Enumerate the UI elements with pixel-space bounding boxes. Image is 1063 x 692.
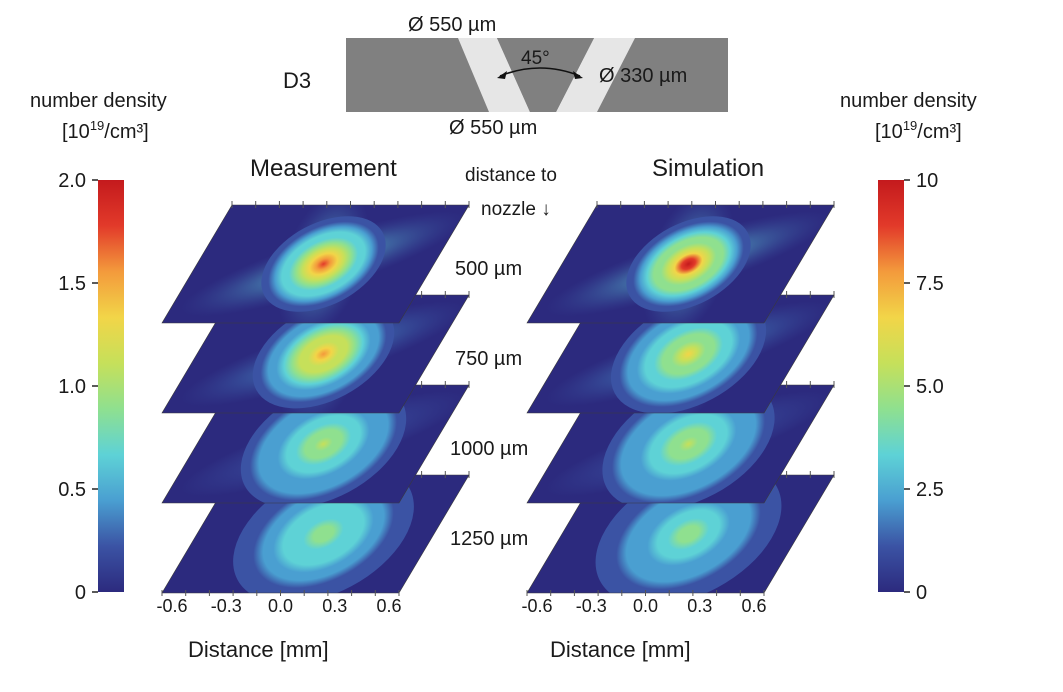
heatmap-layer bbox=[161, 201, 470, 324]
distance-label: 750 µm bbox=[455, 348, 522, 370]
measurement-title: Measurement bbox=[250, 155, 397, 182]
right-colorbar-unit: [1019/cm³] bbox=[875, 118, 962, 143]
left-colorbar-title: number density bbox=[30, 90, 167, 112]
colorbar-tick-label: 10 bbox=[916, 170, 938, 192]
colorbar-tick-label: 0 bbox=[916, 582, 927, 604]
distance-header-line1: distance to bbox=[465, 165, 557, 186]
x-tick-label: 0.6 bbox=[376, 596, 401, 616]
heatmap-layer bbox=[161, 381, 470, 504]
nozzle-top-diameter: Ø 550 µm bbox=[408, 14, 496, 36]
x-tick-label: 0.0 bbox=[268, 596, 293, 616]
nozzle-angle-arrow-right bbox=[573, 71, 583, 79]
right-colorbar-title: number density bbox=[840, 90, 977, 112]
right-unit-rest: /cm³] bbox=[917, 121, 961, 143]
heatmap-core bbox=[252, 299, 395, 409]
colorbar-tick-label: 1.5 bbox=[58, 273, 86, 295]
right-colorbar-gradient bbox=[878, 180, 904, 592]
distance-label: 500 µm bbox=[455, 258, 522, 280]
measurement-x-ticks: -0.6 -0.3 0.0 0.3 0.6 bbox=[156, 590, 402, 616]
colorbar-tick-label: 2.0 bbox=[58, 170, 86, 192]
colorbar-tick-label: 2.5 bbox=[916, 479, 944, 501]
measurement-stack bbox=[161, 201, 470, 594]
x-tick-label: 0.3 bbox=[687, 596, 712, 616]
nozzle-schematic: D3 Ø 550 µm Ø 550 µm Ø 330 µm 45° bbox=[283, 14, 728, 139]
distance-label: 1000 µm bbox=[450, 438, 528, 460]
distance-label: 1250 µm bbox=[450, 528, 528, 550]
simulation-stack bbox=[526, 201, 835, 594]
x-tick-label: 0.6 bbox=[741, 596, 766, 616]
heatmap-outline bbox=[526, 204, 835, 324]
x-tick-label: -0.6 bbox=[521, 596, 552, 616]
left-unit-exp: 19 bbox=[90, 118, 104, 133]
x-tick-label: -0.3 bbox=[211, 596, 242, 616]
nozzle-label: D3 bbox=[283, 68, 311, 93]
right-unit-exp: 19 bbox=[903, 118, 917, 133]
x-tick-label: 0.0 bbox=[633, 596, 658, 616]
colorbar-tick-label: 7.5 bbox=[916, 273, 944, 295]
heatmap-core bbox=[261, 216, 386, 312]
simulation-title: Simulation bbox=[652, 155, 764, 182]
colorbar-tick-label: 1.0 bbox=[58, 376, 86, 398]
nozzle-throat-diameter: Ø 330 µm bbox=[599, 65, 687, 87]
right-colorbar: number density [1019/cm³] 0 2.5 5.0 7.5 10 bbox=[840, 90, 977, 604]
nozzle-angle-arrow-left bbox=[497, 71, 507, 79]
left-unit-base: [10 bbox=[62, 121, 90, 143]
heatmap-core bbox=[626, 216, 751, 312]
nozzle-angle: 45° bbox=[521, 48, 550, 69]
left-colorbar-gradient bbox=[98, 180, 124, 592]
colorbar-tick-label: 0.5 bbox=[58, 479, 86, 501]
left-unit-rest: /cm³] bbox=[104, 121, 148, 143]
distance-header-line2: nozzle ↓ bbox=[481, 199, 551, 220]
heatmap-layer bbox=[526, 291, 835, 414]
x-tick-label: -0.3 bbox=[576, 596, 607, 616]
right-unit-base: [10 bbox=[875, 121, 903, 143]
nozzle-bottom-diameter: Ø 550 µm bbox=[449, 117, 537, 139]
simulation-x-ticks: -0.6 -0.3 0.0 0.3 0.6 bbox=[521, 590, 767, 616]
measurement-x-label: Distance [mm] bbox=[188, 637, 329, 662]
left-colorbar-unit: [1019/cm³] bbox=[62, 118, 149, 143]
colorbar-tick-label: 0 bbox=[75, 582, 86, 604]
x-tick-label: 0.3 bbox=[322, 596, 347, 616]
left-colorbar: number density [1019/cm³] 0 0.5 1.0 1.5 2.0 bbox=[30, 90, 167, 604]
x-tick-label: -0.6 bbox=[156, 596, 187, 616]
heatmap-core bbox=[610, 295, 767, 413]
nozzle-channel-right bbox=[556, 38, 635, 112]
heatmap-outline bbox=[161, 204, 470, 324]
heatmap-layer bbox=[526, 201, 835, 324]
simulation-x-label: Distance [mm] bbox=[550, 637, 691, 662]
distance-labels: 500 µm 750 µm 1000 µm 1250 µm bbox=[450, 258, 528, 550]
nozzle-channel-left bbox=[458, 38, 530, 112]
colorbar-tick-label: 5.0 bbox=[916, 376, 944, 398]
nozzle-angle-arc bbox=[499, 67, 581, 77]
nozzle-center-cone bbox=[497, 38, 594, 112]
